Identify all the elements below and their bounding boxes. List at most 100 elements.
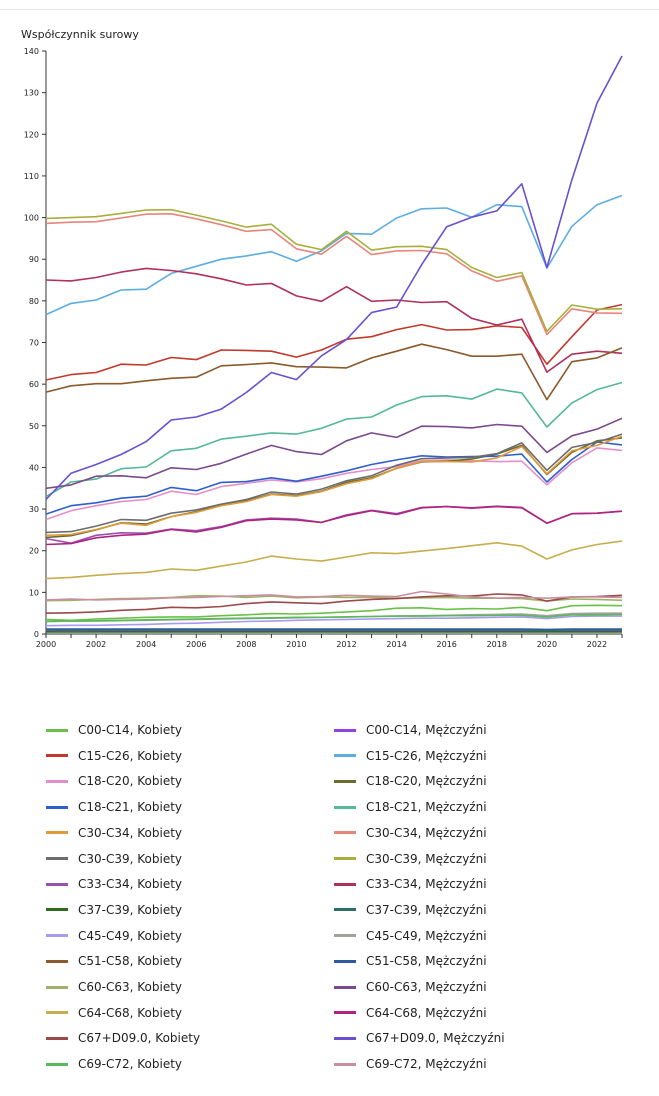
legend-label: C69-C72, Kobiety: [78, 1057, 183, 1072]
legend-swatch: [334, 1036, 356, 1040]
series-line-8: [45, 435, 623, 537]
legend-label: C00-C14, Mężczyźni: [366, 723, 487, 737]
series-line-7: [45, 381, 623, 498]
y-tick-label: 100: [24, 214, 39, 223]
legend-item[interactable]: C18-C21, Kobiety: [46, 797, 182, 817]
series-line-11: [45, 208, 623, 333]
legend-item[interactable]: C45-C49, Kobiety: [46, 926, 182, 946]
legend-swatch: [334, 1062, 356, 1066]
legend-item[interactable]: C60-C63, Mężczyźni: [334, 977, 487, 997]
legend-swatch: [46, 728, 68, 732]
y-tick-label: 50: [29, 422, 39, 431]
series-line-2: [45, 303, 623, 381]
legend-swatch: [46, 754, 68, 758]
legend-swatch: [334, 779, 356, 783]
y-axis: 0 10 20 30 40 50 60 70 80 90 100 110 120 130 140: [24, 47, 47, 639]
y-tick-label: 130: [24, 89, 39, 98]
x-tick-label: 2014: [386, 640, 406, 649]
legend-label: C51-C58, Kobiety: [78, 954, 183, 969]
legend-swatch: [334, 831, 356, 835]
y-tick-label: 120: [24, 130, 39, 139]
top-divider: [0, 9, 659, 10]
legend-label: C60-C63, Kobiety: [78, 980, 183, 994]
legend-label: C30-C34, Mężczyźni: [366, 825, 487, 840]
legend-swatch: [46, 908, 68, 912]
x-tick-label: 2022: [587, 640, 607, 649]
legend-item[interactable]: C37-C39, Mężczyźni: [334, 900, 487, 920]
legend-label: C30-C34, Kobiety: [78, 825, 183, 840]
legend-label: C37-C39, Kobiety: [78, 902, 183, 917]
x-tick-label: 2000: [36, 640, 56, 649]
x-tick-label: 2020: [537, 640, 557, 649]
legend-item[interactable]: C18-C21, Mężczyźni: [334, 797, 487, 817]
legend-swatch: [46, 934, 68, 938]
legend-label: C69-C72, Mężczyźni: [366, 1057, 487, 1072]
series-line-10: [45, 433, 623, 534]
legend-item[interactable]: C00-C14, Mężczyźni: [334, 720, 487, 740]
legend-item[interactable]: C51-C58, Mężczyźni: [334, 951, 487, 971]
legend-label: C18-C21, Mężczyźni: [366, 800, 487, 815]
legend-label: C18-C20, Mężczyźni: [366, 774, 487, 789]
legend-item[interactable]: C33-C34, Mężczyźni: [334, 874, 487, 894]
legend-item[interactable]: C18-C20, Mężczyźni: [334, 771, 487, 791]
series-line-26: [45, 613, 623, 623]
x-tick-label: 2004: [136, 640, 156, 649]
legend-item[interactable]: C67+D09.0, Kobiety: [46, 1028, 200, 1048]
legend-label: C67+D09.0, Kobiety: [78, 1031, 201, 1046]
legend-item[interactable]: C51-C58, Kobiety: [46, 951, 182, 971]
legend-swatch: [334, 908, 356, 912]
legend-swatch: [334, 882, 356, 886]
legend-swatch: [46, 1062, 68, 1066]
legend-item[interactable]: C37-C39, Kobiety: [46, 900, 182, 920]
legend-label: C45-C49, Kobiety: [78, 928, 183, 943]
y-tick-label: 40: [29, 463, 39, 472]
legend-swatch: [334, 959, 356, 963]
legend-item[interactable]: C30-C39, Mężczyźni: [334, 849, 487, 869]
legend-item[interactable]: C69-C72, Mężczyźni: [334, 1054, 487, 1074]
legend-swatch: [46, 1036, 68, 1040]
legend-item[interactable]: C30-C34, Kobiety: [46, 823, 182, 843]
legend-label: C30-C39, Mężczyźni: [366, 851, 487, 866]
x-tick-label: 2008: [236, 640, 256, 649]
series-line-1: [45, 629, 622, 632]
legend-label: C64-C68, Kobiety: [78, 1005, 183, 1020]
x-tick-label: 2012: [336, 640, 356, 649]
legend-swatch: [46, 857, 68, 860]
legend-item[interactable]: C60-C63, Kobiety: [46, 977, 182, 997]
legend-swatch: [46, 959, 68, 963]
series-line-4: [45, 447, 623, 521]
legend-swatch: [46, 831, 68, 835]
y-tick-label: 10: [29, 588, 39, 597]
legend-item[interactable]: C30-C39, Kobiety: [46, 849, 182, 869]
legend-item[interactable]: C33-C34, Kobiety: [46, 874, 182, 894]
legend-item[interactable]: C18-C20, Kobiety: [46, 771, 182, 791]
legend-label: C33-C34, Kobiety: [78, 877, 183, 892]
series-line-25: [45, 55, 623, 501]
legend-item[interactable]: C69-C72, Kobiety: [46, 1054, 182, 1074]
legend-label: C37-C39, Mężczyźni: [366, 902, 487, 917]
legend-swatch: [46, 1011, 68, 1015]
legend-item[interactable]: C67+D09.0, Mężczyźni: [334, 1028, 505, 1048]
legend-item[interactable]: C64-C68, Kobiety: [46, 1003, 182, 1023]
y-tick-label: 80: [29, 297, 39, 306]
x-tick-label: 2010: [286, 640, 306, 649]
legend-item[interactable]: C64-C68, Mężczyźni: [334, 1003, 487, 1023]
series-line-23: [45, 505, 623, 546]
legend-item[interactable]: C45-C49, Mężczyźni: [334, 926, 487, 946]
legend-item[interactable]: C00-C14, Kobiety: [46, 720, 182, 740]
legend-item[interactable]: C15-C26, Kobiety: [46, 746, 182, 766]
y-tick-label: 110: [24, 172, 39, 181]
y-tick-label: 90: [29, 255, 39, 264]
series-line-6: [45, 441, 623, 515]
legend-item[interactable]: C30-C34, Mężczyźni: [334, 823, 487, 843]
y-tick-label: 60: [29, 380, 39, 389]
legend-label: C15-C26, Kobiety: [78, 748, 183, 763]
series-line-22: [45, 540, 623, 580]
legend-label: C15-C26, Mężczyźni: [366, 748, 487, 763]
x-tick-label: 2016: [437, 640, 457, 649]
series-line-21: [45, 417, 623, 490]
series-line-16: [45, 615, 622, 627]
legend-label: C00-C14, Kobiety: [78, 723, 183, 737]
legend-item[interactable]: C15-C26, Mężczyźni: [334, 746, 487, 766]
legend-label: C45-C49, Mężczyźni: [366, 928, 487, 943]
